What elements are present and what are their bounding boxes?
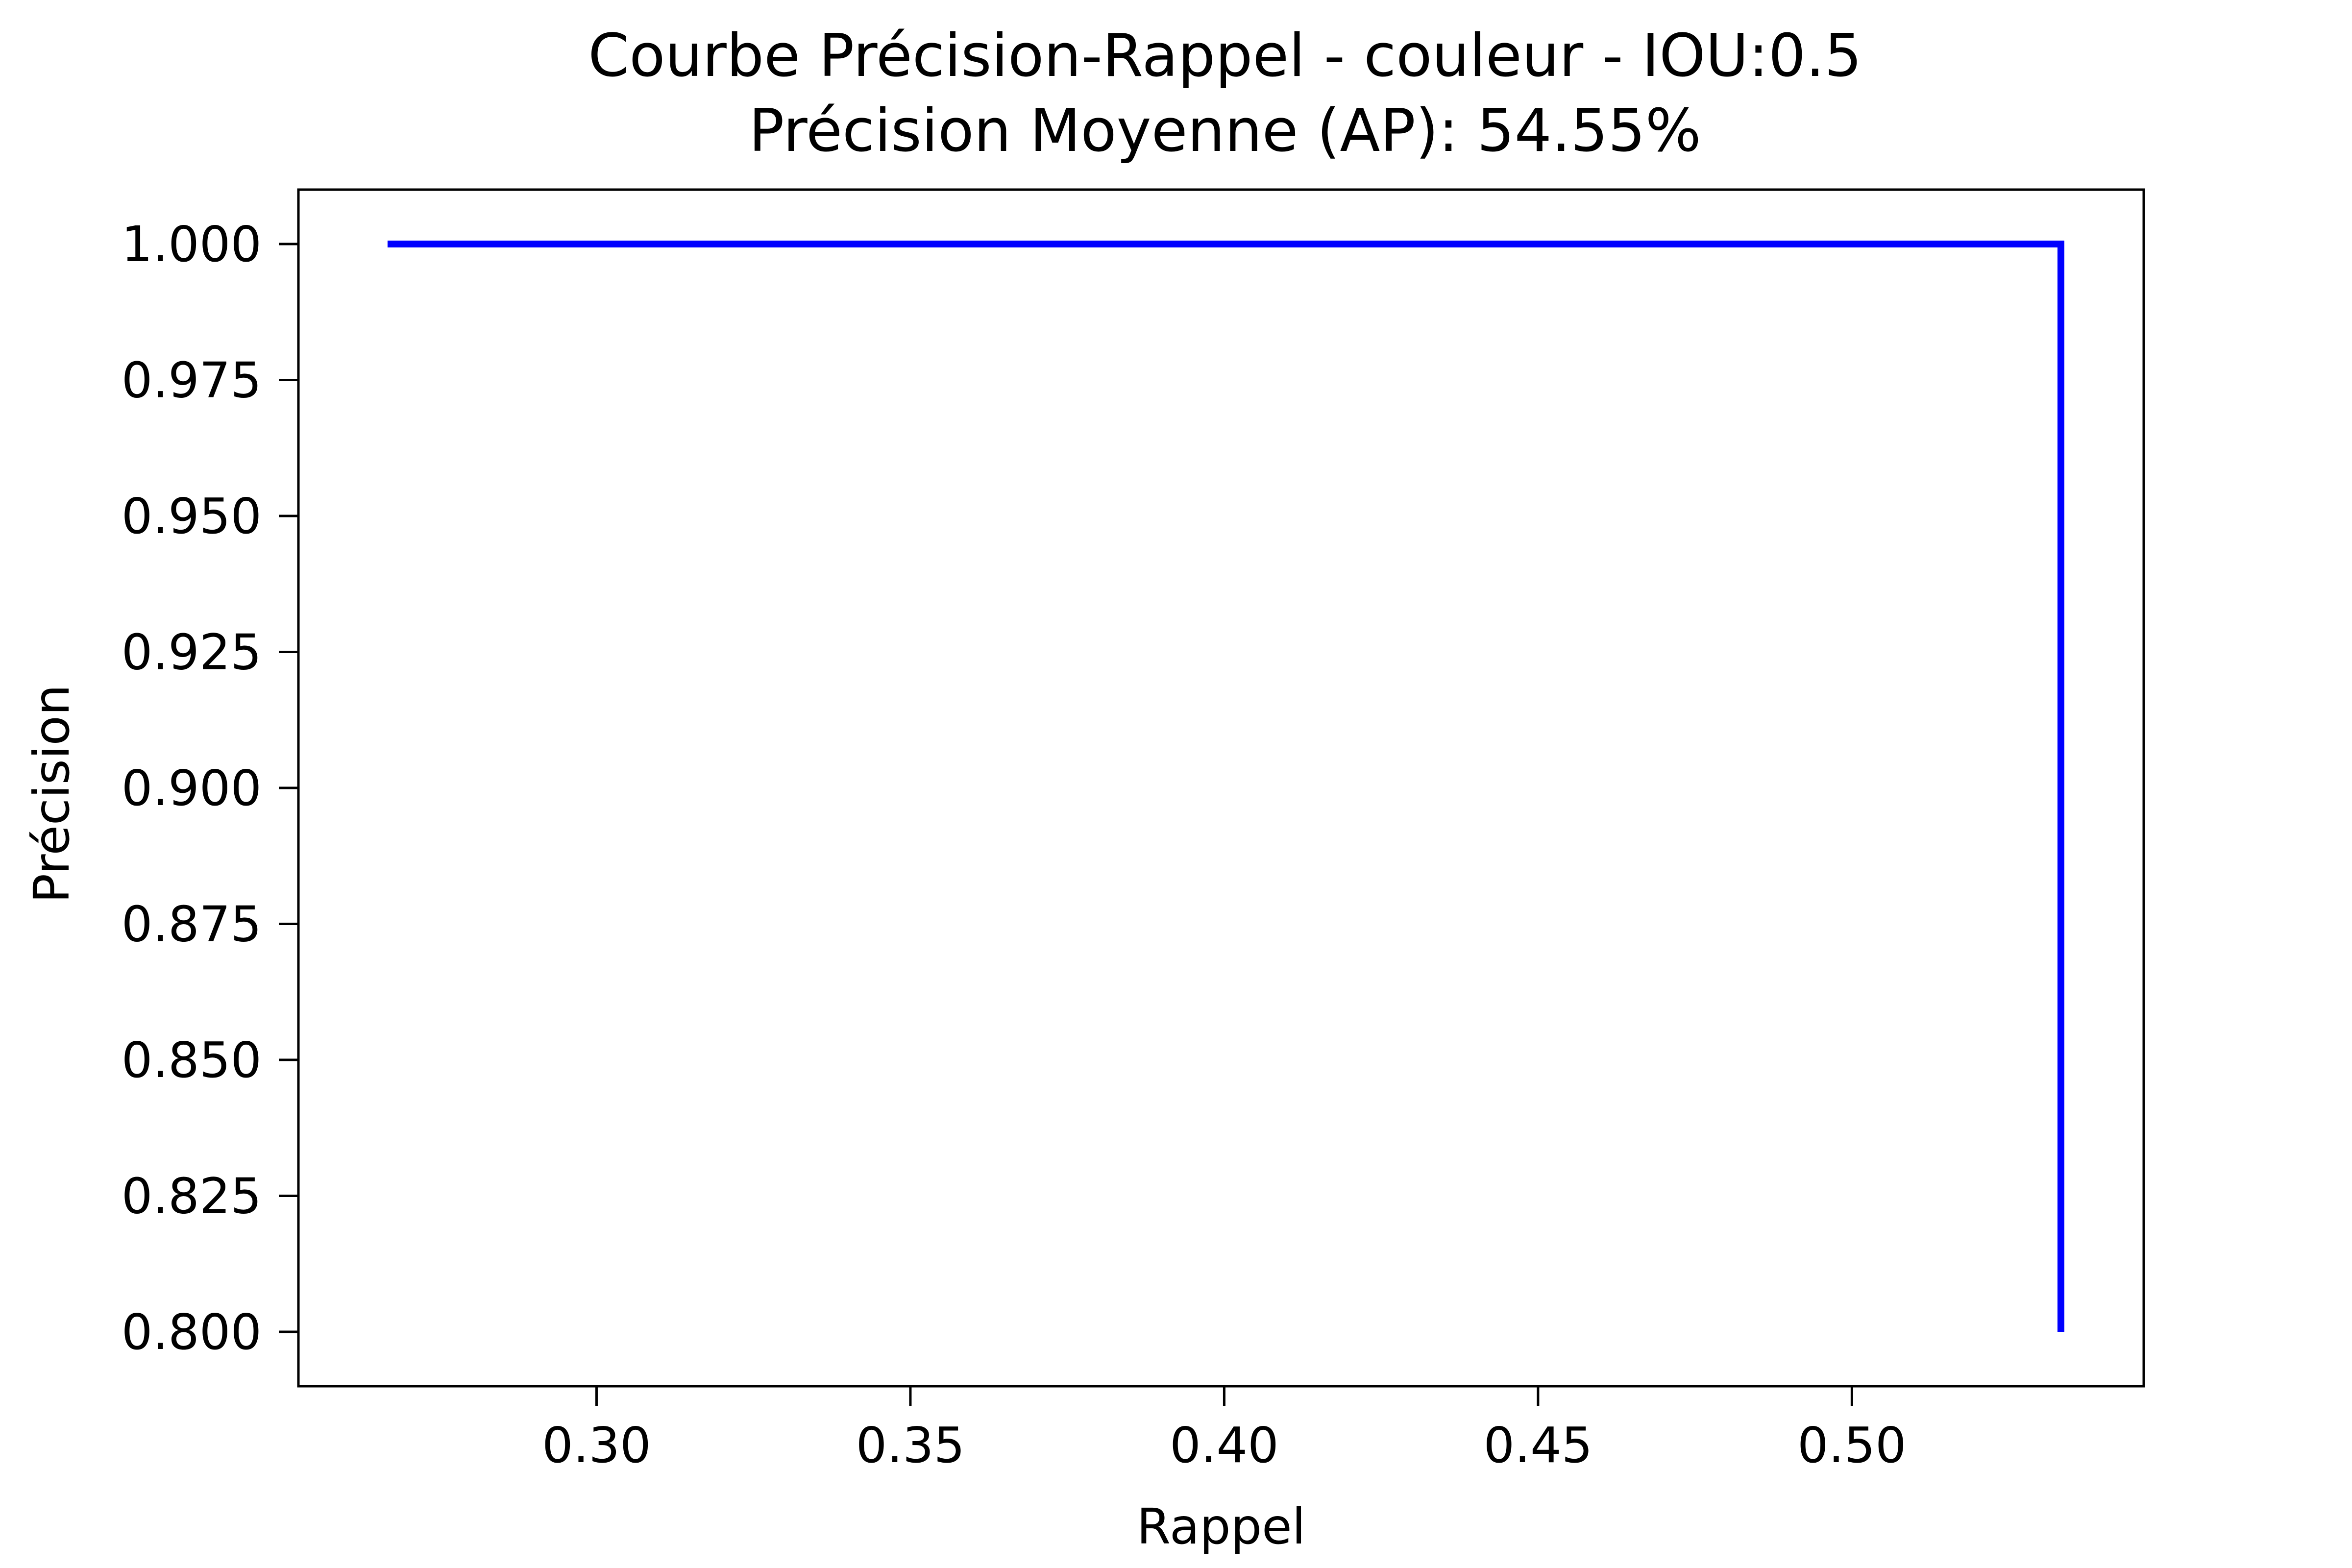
y-tick-label: 1.000 — [122, 216, 262, 273]
y-tick-label: 0.925 — [122, 624, 262, 681]
y-tick-label: 0.900 — [122, 760, 262, 817]
y-tick-label: 0.875 — [122, 896, 262, 953]
x-tick-label: 0.50 — [1797, 1417, 1907, 1474]
y-tick-label: 0.825 — [122, 1168, 262, 1225]
y-axis-label: Précision — [23, 685, 80, 903]
axes-layer: 0.30 0.35 0.40 0.45 0.50 1.000 0.975 0.950 0.925… — [122, 216, 1907, 1474]
plot-frame — [297, 188, 2145, 1388]
y-tick-label: 0.950 — [122, 488, 262, 545]
chart-title: Courbe Précision-Rappel - couleur - IOU:… — [588, 22, 1862, 90]
pr-curve-line — [387, 241, 2064, 1332]
x-tick-label: 0.45 — [1484, 1417, 1593, 1474]
y-tick-label: 0.975 — [122, 352, 262, 409]
x-tick-label: 0.30 — [542, 1417, 651, 1474]
y-tick-label: 0.850 — [122, 1031, 262, 1089]
y-tick-label: 0.800 — [122, 1303, 262, 1361]
x-axis-label: Rappel — [1137, 1498, 1306, 1555]
x-tick-label: 0.35 — [856, 1417, 965, 1474]
chart-subtitle: Précision Moyenne (AP): 54.55% — [749, 97, 1701, 165]
x-tick-label: 0.40 — [1170, 1417, 1279, 1474]
series-layer — [387, 241, 2064, 1332]
